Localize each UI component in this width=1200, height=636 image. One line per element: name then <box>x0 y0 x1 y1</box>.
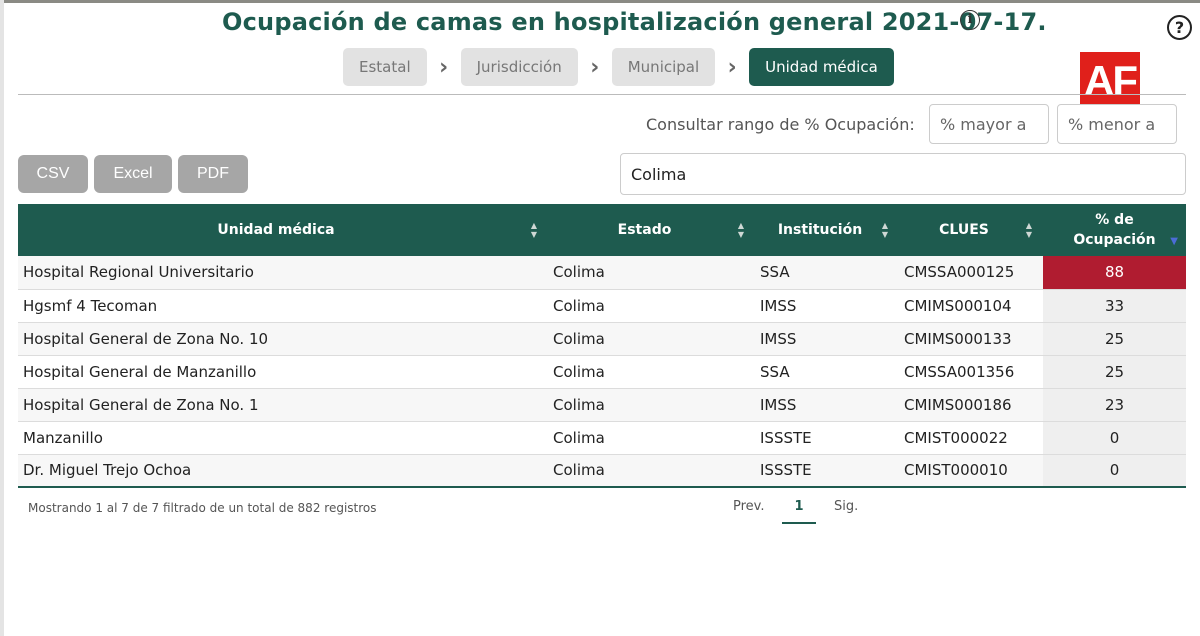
next-page-link[interactable]: Sig. <box>834 499 859 514</box>
cell-clues: CMIMS000186 <box>899 388 1043 422</box>
column-header-ocupacion[interactable]: % de Ocupación ▼ <box>1043 204 1186 256</box>
range-label: Consultar rango de % Ocupación: <box>646 115 915 134</box>
cell-clues: CMSSA001356 <box>899 355 1043 389</box>
table-row: Manzanillo Colima ISSSTE CMIST000022 0 <box>18 421 1186 455</box>
chevron-right-icon: › <box>727 54 737 80</box>
crumb-unidad-medica[interactable]: Unidad médica <box>749 48 894 86</box>
cell-unidad: Hospital Regional Universitario <box>18 256 548 290</box>
window-top-edge <box>0 0 1200 3</box>
table-row: Hgsmf 4 Tecoman Colima IMSS CMIMS000104 … <box>18 289 1186 323</box>
cell-institucion: SSA <box>755 256 899 290</box>
cell-institucion: IMSS <box>755 388 899 422</box>
chevron-right-icon: › <box>439 54 449 80</box>
pdf-button[interactable]: PDF <box>178 155 248 193</box>
cell-estado: Colima <box>548 322 755 356</box>
column-header-estado[interactable]: Estado ▲ ▼ <box>548 204 755 256</box>
column-header-label: Estado <box>617 222 672 238</box>
page-1-button[interactable]: 1 <box>782 494 816 524</box>
sort-icon: ▲ ▼ <box>530 221 538 239</box>
cell-unidad: Hospital General de Manzanillo <box>18 355 548 389</box>
sort-desc-icon: ▼ <box>1170 236 1178 247</box>
cell-estado: Colima <box>548 421 755 455</box>
table-row: Dr. Miguel Trejo Ochoa Colima ISSSTE CMI… <box>18 454 1186 488</box>
csv-button[interactable]: CSV <box>18 155 88 193</box>
crumb-jurisdiccion[interactable]: Jurisdicción <box>460 48 578 86</box>
cell-ocupacion: 25 <box>1043 322 1186 356</box>
help-icon[interactable]: ? <box>1167 15 1192 40</box>
cell-ocupacion: 23 <box>1043 388 1186 422</box>
cell-unidad: Hgsmf 4 Tecoman <box>18 289 548 323</box>
cell-unidad: Manzanillo <box>18 421 548 455</box>
cell-ocupacion: 33 <box>1043 289 1186 323</box>
column-header-unidad[interactable]: Unidad médica ▲ ▼ <box>18 204 548 256</box>
cell-estado: Colima <box>548 388 755 422</box>
search-input[interactable] <box>620 153 1186 195</box>
table-row: Hospital General de Zona No. 10 Colima I… <box>18 322 1186 356</box>
max-occupancy-input[interactable] <box>1057 104 1177 144</box>
page-title: Ocupación de camas en hospitalización ge… <box>222 8 1047 36</box>
cell-ocupacion: 88 <box>1043 256 1186 290</box>
cell-unidad: Hospital General de Zona No. 10 <box>18 322 548 356</box>
excel-button[interactable]: Excel <box>94 155 172 193</box>
cell-estado: Colima <box>548 454 755 488</box>
column-header-label: CLUES <box>939 222 989 238</box>
cell-clues: CMSSA000125 <box>899 256 1043 290</box>
header-divider <box>18 94 1186 95</box>
records-info: Mostrando 1 al 7 de 7 filtrado de un tot… <box>28 501 377 515</box>
cell-institucion: ISSSTE <box>755 421 899 455</box>
cell-institucion: ISSSTE <box>755 454 899 488</box>
chevron-right-icon: › <box>590 54 600 80</box>
column-header-clues[interactable]: CLUES ▲ ▼ <box>899 204 1043 256</box>
table-row: Hospital General de Manzanillo Colima SS… <box>18 355 1186 389</box>
cell-ocupacion: 0 <box>1043 421 1186 455</box>
cell-ocupacion: 25 <box>1043 355 1186 389</box>
cell-unidad: Hospital General de Zona No. 1 <box>18 388 548 422</box>
cell-estado: Colima <box>548 289 755 323</box>
cell-clues: CMIMS000133 <box>899 322 1043 356</box>
sort-icon: ▲ ▼ <box>1025 221 1033 239</box>
crumb-estatal[interactable]: Estatal <box>343 48 427 86</box>
cell-clues: CMIMS000104 <box>899 289 1043 323</box>
window-left-edge <box>0 0 4 636</box>
column-header-label: Unidad médica <box>217 222 335 238</box>
cell-institucion: SSA <box>755 355 899 389</box>
column-header-institucion[interactable]: Institución ▲ ▼ <box>755 204 899 256</box>
cell-estado: Colima <box>548 355 755 389</box>
crumb-municipal[interactable]: Municipal <box>611 48 716 86</box>
table-row: Hospital General de Zona No. 1 Colima IM… <box>18 388 1186 422</box>
min-occupancy-input[interactable] <box>929 104 1049 144</box>
cell-estado: Colima <box>548 256 755 290</box>
cell-ocupacion: 0 <box>1043 454 1186 488</box>
af-logo: AF <box>1080 52 1140 110</box>
sort-icon: ▲ ▼ <box>881 221 889 239</box>
info-icon[interactable]: i <box>960 10 980 30</box>
column-header-label: Institución <box>777 222 863 238</box>
prev-page-link[interactable]: Prev. <box>733 499 765 514</box>
column-header-label: % de Ocupación <box>1073 212 1156 248</box>
cell-unidad: Dr. Miguel Trejo Ochoa <box>18 454 548 488</box>
table-row: Hospital Regional Universitario Colima S… <box>18 256 1186 290</box>
cell-institucion: IMSS <box>755 289 899 323</box>
cell-clues: CMIST000010 <box>899 454 1043 488</box>
units-table: Unidad médica ▲ ▼ Estado ▲ ▼ Institución ▲ ▼ C… <box>18 204 1186 488</box>
cell-clues: CMIST000022 <box>899 421 1043 455</box>
cell-institucion: IMSS <box>755 322 899 356</box>
breadcrumb: Estatal › Jurisdicción › Municipal › Uni… <box>343 48 894 86</box>
sort-icon: ▲ ▼ <box>737 221 745 239</box>
